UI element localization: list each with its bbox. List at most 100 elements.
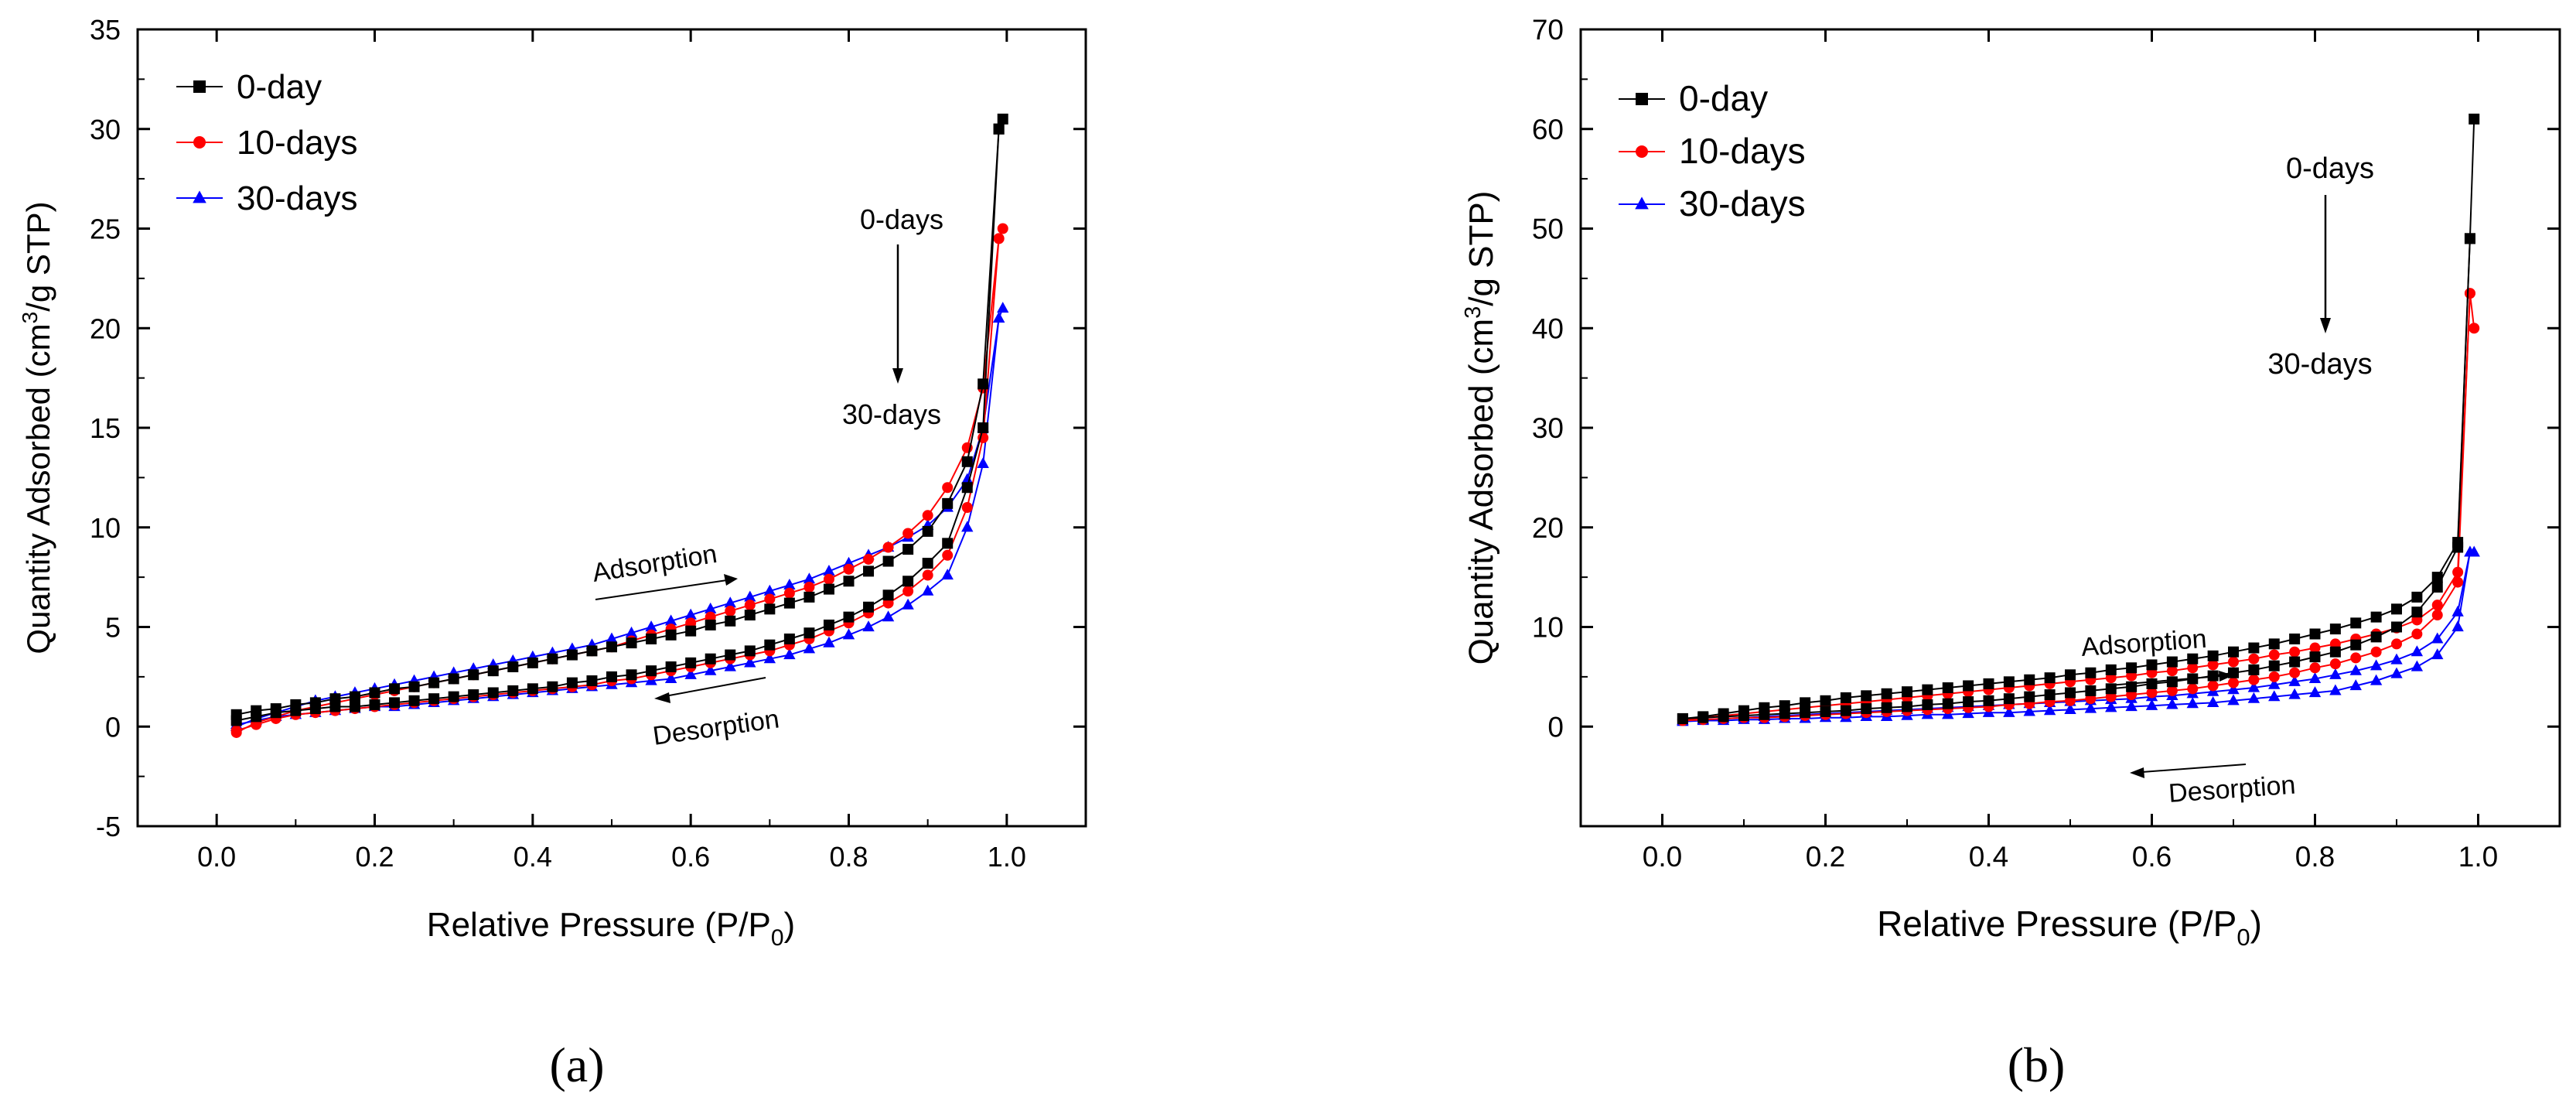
data-point: [2268, 690, 2281, 702]
data-point: [230, 715, 242, 726]
data-point: [823, 583, 834, 595]
y-tick-label: 35: [90, 14, 121, 46]
data-point: [2023, 705, 2035, 716]
desorption-line: [1682, 238, 2471, 719]
data-point: [1800, 707, 1811, 719]
data-point: [2350, 639, 2362, 651]
data-point: [2329, 684, 2342, 695]
data-point: [823, 636, 835, 647]
data-point: [2370, 631, 2382, 643]
data-point: [1902, 701, 1912, 712]
legend-marker: [193, 136, 206, 149]
data-point: [997, 113, 1008, 125]
data-point: [942, 549, 954, 561]
data-point: [468, 689, 479, 701]
data-point: [2085, 685, 2097, 696]
data-point: [2431, 632, 2444, 644]
data-point: [2329, 646, 2341, 658]
data-point: [2411, 606, 2423, 618]
axis-ticks: [138, 28, 1086, 828]
desorption-arrow: [2141, 764, 2247, 773]
data-point: [902, 598, 914, 610]
data-point: [547, 653, 558, 665]
annotation-desorption: Desorption: [651, 704, 781, 751]
data-point: [2166, 685, 2178, 696]
data-point: [2248, 664, 2260, 675]
data-point: [1820, 695, 1831, 706]
data-point: [842, 628, 855, 640]
data-point: [2370, 659, 2383, 671]
data-point: [783, 587, 795, 599]
annotation-desorption: Desorption: [2168, 770, 2297, 808]
legend: 0-day 10-days 30-days: [176, 68, 358, 217]
data-point: [1779, 708, 1790, 719]
y-tick-label: 0: [1547, 711, 1564, 743]
x-tick-label: 0.0: [1643, 841, 1682, 873]
arrowhead-icon: [892, 368, 903, 384]
data-point: [2105, 664, 2117, 675]
legend-marker: [1635, 196, 1649, 210]
arrowhead-icon: [724, 574, 738, 586]
data-point: [1942, 698, 1953, 709]
data-point: [684, 608, 697, 620]
data-point: [764, 593, 776, 605]
data-point: [487, 687, 499, 699]
data-point: [448, 673, 459, 685]
data-point: [2390, 667, 2403, 678]
data-point: [547, 681, 558, 692]
desorption-arrow: [664, 677, 766, 697]
data-point: [389, 683, 401, 695]
data-point: [823, 573, 834, 585]
data-point: [942, 497, 954, 509]
data-point: [978, 378, 989, 390]
data-point: [2411, 591, 2423, 603]
data-point: [978, 422, 989, 433]
legend-item: 30-days: [176, 179, 358, 217]
x-tick-label: 0.2: [1806, 841, 1845, 873]
x-axis-label-sub: 0: [771, 925, 784, 951]
data-point: [2411, 660, 2424, 671]
y-tick-label: 10: [1532, 612, 1564, 644]
annotation-adsorption: Adsorption: [590, 539, 718, 588]
data-point: [2105, 683, 2117, 695]
data-point: [1759, 709, 1770, 720]
legend-item: 10-days: [1619, 131, 1806, 171]
data-point: [2370, 674, 2383, 685]
data-point: [2431, 648, 2444, 660]
data-point: [507, 661, 519, 672]
data-point: [2289, 646, 2301, 658]
y-axis-label-sup: 3: [18, 312, 42, 324]
y-axis-label-text-end: /g STP): [20, 201, 56, 311]
x-axis-label-end: ): [2250, 904, 2262, 944]
data-point: [843, 576, 855, 587]
data-point: [606, 671, 617, 682]
data-point: [2126, 662, 2138, 674]
data-point: [843, 563, 855, 575]
data-point: [2227, 683, 2240, 695]
data-point: [1840, 692, 1851, 703]
data-point: [1963, 680, 1974, 692]
data-point: [2003, 693, 2015, 705]
data-point: [2309, 662, 2321, 674]
data-point: [626, 669, 637, 681]
tick-labels: 0.0 0.2 0.4 0.6 0.8 1.0 -5 0 5 10 15 20 25 30 35: [90, 14, 1026, 873]
data-point: [961, 473, 974, 484]
data-point: [487, 665, 499, 677]
data-point: [448, 691, 459, 702]
data-point: [2248, 642, 2260, 654]
panel-label-b: (b): [2008, 1037, 2066, 1092]
data-point: [1983, 678, 1994, 689]
data-point: [2411, 645, 2424, 657]
x-axis-label: Relative Pressure (P/P0): [1877, 904, 2262, 951]
legend: 0-day 10-days 30-days: [1619, 78, 1806, 224]
data-point: [329, 701, 341, 712]
data-point: [2451, 620, 2464, 632]
x-tick-label: 0.2: [355, 841, 394, 873]
y-axis-label: Quantity Adsorbed (cm3/g STP): [18, 201, 56, 654]
legend-item: 10-days: [176, 124, 358, 162]
data-point: [270, 707, 281, 719]
data-point: [2105, 701, 2117, 712]
